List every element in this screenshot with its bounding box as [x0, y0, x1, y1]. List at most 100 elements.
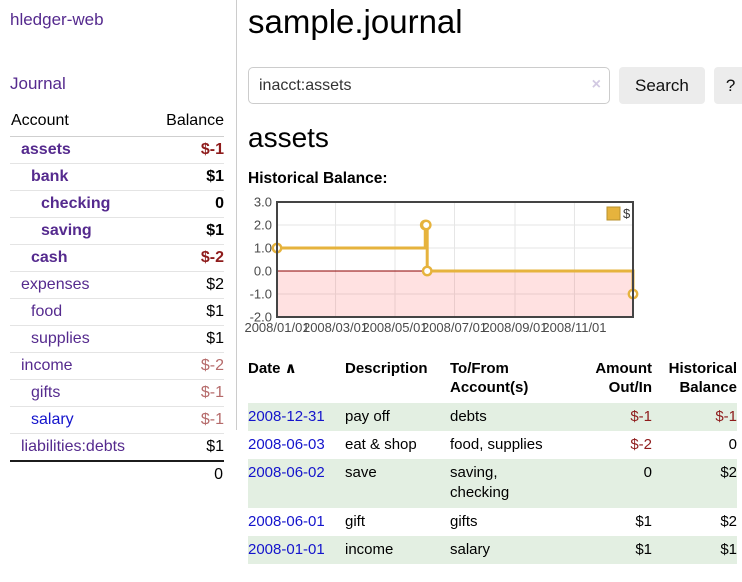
page: hledger-web Journal Account Balance asse…: [0, 0, 742, 564]
account-balance: $1: [206, 168, 224, 185]
main-content: sample.journal × Search ? assets Histori…: [237, 0, 742, 564]
transaction-row[interactable]: 2008-01-01 income salary $1 $1: [248, 535, 737, 564]
column-header: Amount Out/In: [595, 360, 652, 396]
x-axis-tick-label: 2008/07/01: [422, 320, 487, 335]
transaction-description: gift: [345, 512, 366, 530]
transactions-table: Date ∧ Description To/From Account(s) Amount…: [248, 358, 737, 564]
account-link[interactable]: expenses: [21, 276, 90, 293]
account-balance: $-2: [200, 357, 224, 374]
transaction-row[interactable]: 2008-06-02 save saving, checking 0 $2: [248, 459, 737, 508]
account-row: salary $-1: [10, 407, 224, 434]
transaction-accounts: gifts: [450, 512, 478, 530]
account-balance: $-1: [200, 384, 224, 401]
column-header: To/From Account(s): [450, 360, 529, 396]
transaction-accounts: food, supplies: [450, 435, 543, 453]
account-link[interactable]: liabilities:debts: [21, 438, 126, 455]
account-row: gifts $-1: [10, 380, 224, 407]
balance-column-header: Balance: [166, 112, 224, 129]
transaction-balance: $2: [652, 459, 737, 508]
chart-title: Historical Balance:: [248, 170, 388, 187]
account-balance: $1: [206, 303, 224, 320]
txn-header-row: Date ∧ Description To/From Account(s) Amount…: [248, 358, 737, 403]
account-balance: 0: [215, 195, 224, 212]
search-input[interactable]: [248, 67, 610, 104]
clear-search-icon[interactable]: ×: [591, 76, 601, 93]
account-link[interactable]: cash: [31, 249, 68, 266]
y-axis-tick-label: 0.0: [254, 264, 272, 279]
account-link[interactable]: checking: [41, 195, 111, 212]
x-axis-tick-label: 2008/09/01: [482, 320, 547, 335]
transaction-date-link[interactable]: 2008-12-31: [248, 407, 325, 425]
column-header: Description: [345, 360, 428, 377]
account-row: saving $1: [10, 218, 224, 245]
account-link[interactable]: gifts: [31, 384, 61, 401]
transaction-row[interactable]: 2008-06-03 eat & shop food, supplies $-2 0: [248, 431, 737, 459]
account-balance: $2: [206, 276, 224, 293]
transaction-description: eat & shop: [345, 435, 417, 453]
account-row: bank $1: [10, 164, 224, 191]
transaction-amount: $1: [580, 535, 652, 564]
accounts-total-row: 0: [10, 460, 224, 488]
column-header: Historical Balance: [668, 360, 737, 396]
account-link[interactable]: saving: [41, 222, 92, 239]
account-balance: $-1: [200, 141, 224, 158]
account-balance: $1: [206, 222, 224, 239]
legend-swatch: [606, 206, 621, 221]
column-header[interactable]: Date ∧: [248, 360, 297, 377]
accounts-total-value: 0: [214, 466, 223, 483]
search-button[interactable]: Search: [619, 67, 705, 104]
account-link[interactable]: assets: [21, 141, 71, 158]
txn-table-body: 2008-12-31 pay off debts $-1 $-1 2008-06-03 ea…: [248, 402, 737, 564]
transaction-date-link[interactable]: 2008-06-02: [248, 464, 325, 481]
account-link[interactable]: supplies: [31, 330, 90, 347]
account-list: assets $-1 bank $1 checking 0 saving $1 cash $-2 e…: [10, 137, 224, 460]
search-field-wrap: ×: [248, 67, 610, 104]
account-tree-header: Account Balance: [10, 110, 224, 137]
account-link[interactable]: salary: [31, 411, 74, 428]
transaction-description: income: [345, 535, 450, 564]
account-row: expenses $2: [10, 272, 224, 299]
account-row: assets $-1: [10, 137, 224, 164]
account-row: supplies $1: [10, 326, 224, 353]
account-column-header: Account: [11, 112, 69, 129]
transaction-date-link[interactable]: 2008-06-03: [248, 435, 325, 453]
y-axis-tick-label: 1.0: [254, 241, 272, 256]
transaction-row[interactable]: 2008-12-31 pay off debts $-1 $-1: [248, 402, 737, 431]
transaction-date-link[interactable]: 2008-06-01: [248, 512, 325, 530]
transaction-amount: $-2: [630, 435, 652, 453]
x-axis-tick-label: 2008/05/01: [362, 320, 427, 335]
account-balance: $-1: [200, 411, 224, 428]
account-balance: $-2: [200, 249, 224, 266]
transaction-row[interactable]: 2008-06-01 gift gifts $1 $2: [248, 508, 737, 536]
sidebar: hledger-web Journal Account Balance asse…: [0, 0, 237, 483]
transaction-amount: $-1: [580, 402, 652, 431]
transaction-amount: 0: [580, 459, 652, 508]
y-axis-tick-label: -2.0: [250, 310, 272, 325]
transaction-accounts: saving, checking: [450, 459, 580, 508]
transaction-accounts: debts: [450, 402, 580, 431]
transaction-accounts: salary: [450, 535, 580, 564]
sidebar-item-journal[interactable]: Journal: [10, 74, 66, 93]
account-link[interactable]: income: [21, 357, 73, 374]
account-row: liabilities:debts $1: [10, 434, 224, 460]
legend-label: $: [623, 206, 631, 221]
transaction-description: save: [345, 459, 450, 508]
account-link[interactable]: food: [31, 303, 63, 320]
help-button[interactable]: ?: [713, 67, 742, 104]
account-row: food $1: [10, 299, 224, 326]
transaction-balance: $1: [652, 535, 737, 564]
page-title: sample.journal: [248, 3, 463, 40]
account-tree: Account Balance assets $-1 bank $1 checking 0…: [10, 110, 224, 488]
account-link[interactable]: bank: [31, 168, 69, 185]
app-title-link[interactable]: hledger-web: [10, 10, 104, 29]
account-row: checking 0: [10, 191, 224, 218]
transaction-balance: $2: [720, 512, 737, 530]
transaction-balance: $-1: [652, 402, 737, 431]
account-section-title: assets: [248, 122, 329, 153]
transaction-date-link[interactable]: 2008-01-01: [248, 540, 325, 558]
x-axis-tick-label: 2008/03/01: [303, 320, 368, 335]
sort-ascending-icon: ∧: [280, 360, 297, 377]
x-axis-tick-label: 2008/11/01: [542, 320, 606, 335]
transaction-description: pay off: [345, 402, 450, 431]
account-row: income $-2: [10, 353, 224, 380]
